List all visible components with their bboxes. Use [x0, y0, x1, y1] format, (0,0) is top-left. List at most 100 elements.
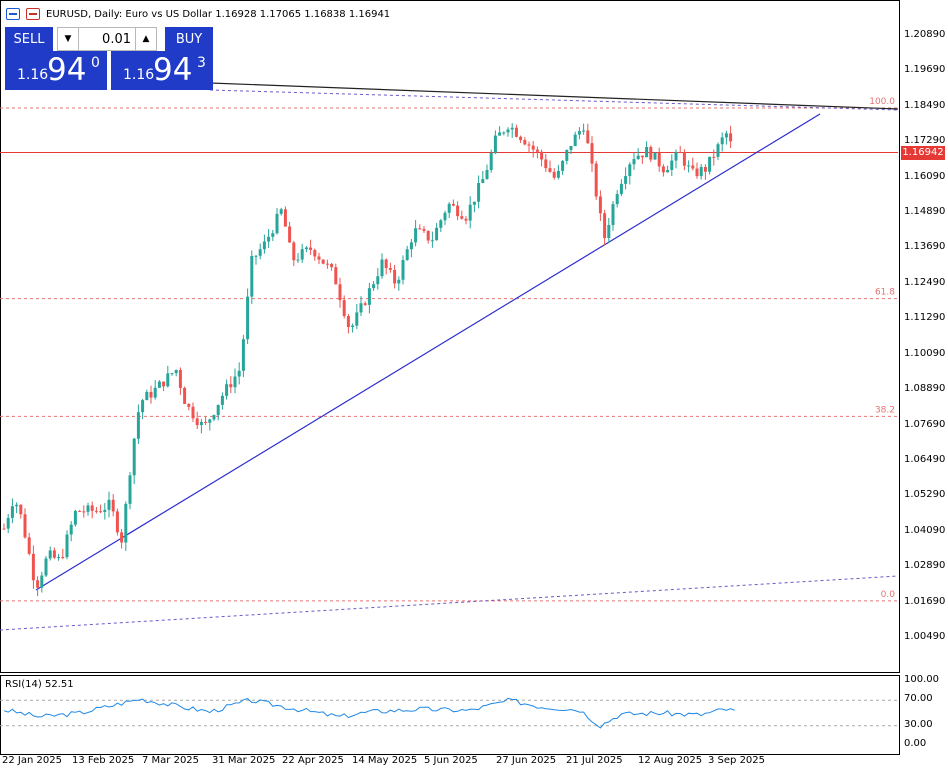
- candle-body: [544, 159, 548, 169]
- candle-body: [472, 201, 476, 205]
- candle-body: [90, 505, 94, 511]
- candle-body: [132, 438, 136, 476]
- candle-body: [351, 325, 355, 328]
- sell-price-box[interactable]: 1.16 94 0: [5, 51, 107, 90]
- candle-body: [577, 131, 581, 135]
- candle-body: [657, 152, 661, 167]
- candle-body: [199, 421, 203, 426]
- price-chart[interactable]: 100.0 61.8 38.2 0.0: [0, 0, 900, 673]
- candle-body: [678, 152, 682, 154]
- price-axis-label: 1.20890: [904, 29, 946, 40]
- descending-channel-line: [209, 89, 899, 111]
- candle-body: [267, 236, 271, 242]
- candle-body: [540, 151, 544, 160]
- candle-body: [330, 263, 334, 268]
- candle-body: [624, 176, 628, 184]
- candle-body: [615, 194, 619, 205]
- candle-body: [136, 412, 140, 439]
- main-chart-pane[interactable]: [0, 0, 900, 673]
- candle-body: [48, 550, 52, 559]
- price-axis-label: 1.04090: [904, 524, 946, 536]
- candle-body: [27, 537, 31, 554]
- candle-body: [510, 127, 514, 130]
- rsi-axis: 100.00 70.00 30.00 0.00: [900, 674, 948, 755]
- candle-body: [380, 259, 384, 277]
- candle-body: [561, 160, 565, 171]
- lot-decrease-icon[interactable]: ▼: [64, 34, 72, 44]
- time-axis-label: 14 May 2025: [352, 755, 418, 766]
- rsi-axis-label: 70.00: [904, 693, 933, 705]
- candle-body: [405, 249, 409, 261]
- candle-body: [15, 504, 19, 507]
- candle-body: [241, 339, 245, 371]
- candle-body: [225, 384, 229, 396]
- chart-menu-icon[interactable]: [6, 8, 20, 20]
- candle-body: [666, 169, 670, 173]
- candle-body: [716, 144, 720, 157]
- candle-body: [141, 400, 145, 413]
- price-axis-label: 1.07690: [904, 418, 946, 430]
- candle-body: [145, 391, 149, 401]
- candle-body: [552, 171, 556, 178]
- lot-size-input[interactable]: [78, 28, 136, 50]
- candle-body: [338, 284, 342, 301]
- candle-body: [632, 159, 636, 165]
- fib-level-label: 0.0: [881, 590, 896, 600]
- buy-price-box[interactable]: 1.16 94 3: [111, 51, 213, 90]
- candle-body: [649, 146, 653, 160]
- candle-body: [464, 218, 468, 221]
- descending-trendline: [209, 82, 899, 110]
- lot-increase-icon[interactable]: ▲: [142, 34, 150, 44]
- time-axis[interactable]: 22 Jan 2025 13 Feb 2025 7 Mar 2025 31 Mar 2…: [0, 755, 900, 769]
- time-axis-label: 31 Mar 2025: [212, 755, 276, 766]
- candle-body: [703, 167, 707, 172]
- price-axis-label: 1.02890: [904, 560, 946, 572]
- candle-body: [250, 256, 254, 297]
- candle-body: [724, 133, 728, 138]
- candle-body: [23, 514, 27, 538]
- candle-body: [376, 276, 380, 285]
- candle-body: [699, 167, 703, 177]
- candle-body: [317, 256, 321, 260]
- symbol-chart-icon[interactable]: [26, 8, 40, 20]
- candle-body: [355, 312, 359, 326]
- candle-body: [115, 511, 119, 533]
- candle-body: [456, 205, 460, 217]
- candle-body: [283, 209, 287, 227]
- sell-button[interactable]: SELL: [5, 27, 53, 51]
- price-axis-label: 1.06490: [904, 453, 946, 465]
- candle-body: [603, 213, 607, 239]
- rsi-chart: [0, 697, 898, 729]
- candle-body: [670, 160, 674, 170]
- price-axis-label: 1.08890: [904, 383, 946, 395]
- price-axis[interactable]: 1.20890 1.19690 1.18490 1.17290 1.16090 1.148…: [900, 0, 948, 673]
- rsi-label: RSI(14) 52.51: [5, 679, 74, 690]
- price-axis-label: 1.12490: [904, 276, 946, 288]
- buy-button[interactable]: BUY: [165, 27, 213, 51]
- candle-body: [78, 510, 82, 512]
- candle-body: [342, 300, 346, 317]
- candle-body: [191, 406, 195, 419]
- candle-body: [691, 165, 695, 169]
- candle-body: [397, 279, 401, 284]
- candle-body: [569, 145, 573, 150]
- rsi-pane[interactable]: RSI(14) 52.51: [0, 675, 900, 755]
- candle-body: [481, 179, 485, 184]
- candle-body: [124, 503, 128, 543]
- lot-size-control: ▼ ▲: [57, 27, 157, 51]
- candle-body: [157, 381, 161, 388]
- candle-body: [712, 156, 716, 158]
- candle-body: [435, 227, 439, 241]
- candle-body: [258, 249, 262, 256]
- candle-body: [535, 149, 539, 152]
- candle-body: [493, 135, 497, 153]
- fib-level-label: 100.0: [869, 97, 895, 107]
- sell-price-pips: 94: [47, 52, 87, 88]
- candle-body: [220, 395, 224, 405]
- candle-body: [367, 288, 371, 305]
- candle-body: [451, 203, 455, 206]
- candle-body: [460, 216, 464, 219]
- price-axis-label: 1.05290: [904, 489, 946, 501]
- candle-body: [57, 557, 61, 559]
- candle-body: [426, 230, 430, 241]
